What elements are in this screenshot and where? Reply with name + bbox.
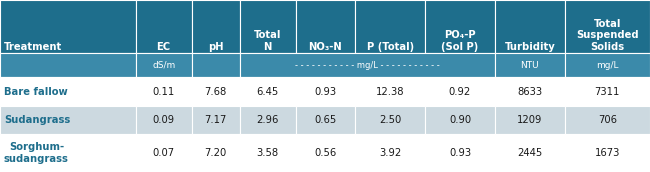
Bar (356, 0, 425, 53)
Text: Turbidity: Turbidity (504, 42, 555, 52)
Text: 1673: 1673 (595, 148, 620, 158)
Text: PO₄-P
(Sol P): PO₄-P (Sol P) (441, 30, 478, 52)
Text: 7.17: 7.17 (205, 115, 227, 125)
Bar (136, 0, 192, 53)
Bar (296, 134, 356, 172)
Text: - - - - - - - - - - - mg/L - - - - - - - - - - -: - - - - - - - - - - - mg/L - - - - - - -… (295, 61, 439, 70)
Bar (240, 53, 495, 77)
Text: NO₃-N: NO₃-N (309, 42, 343, 52)
Text: 0.93: 0.93 (449, 148, 471, 158)
Bar (240, 0, 296, 53)
Bar (425, 0, 495, 53)
Bar (0, 53, 136, 77)
Bar (136, 106, 192, 134)
Text: 2.50: 2.50 (379, 115, 401, 125)
Bar (495, 134, 565, 172)
Bar (0, 106, 136, 134)
Bar (565, 53, 650, 77)
Bar (356, 134, 425, 172)
Text: Total
N: Total N (254, 30, 281, 52)
Text: Treatment: Treatment (4, 42, 62, 52)
Text: 2445: 2445 (517, 148, 542, 158)
Text: 0.65: 0.65 (314, 115, 337, 125)
Text: 8633: 8633 (517, 87, 542, 97)
Bar (0, 134, 136, 172)
Bar (296, 77, 356, 106)
Bar (565, 106, 650, 134)
Bar (356, 77, 425, 106)
Text: Sudangrass: Sudangrass (4, 115, 70, 125)
Bar (425, 134, 495, 172)
Text: P (Total): P (Total) (367, 42, 413, 52)
Bar (296, 0, 356, 53)
Text: 0.93: 0.93 (315, 87, 337, 97)
Text: 7311: 7311 (595, 87, 620, 97)
Bar (136, 134, 192, 172)
Text: NTU: NTU (521, 61, 539, 70)
Bar (192, 53, 240, 77)
Bar (192, 0, 240, 53)
Text: EC: EC (157, 42, 171, 52)
Bar (495, 106, 565, 134)
Text: 0.90: 0.90 (449, 115, 471, 125)
Bar (565, 77, 650, 106)
Bar (425, 77, 495, 106)
Text: 0.11: 0.11 (153, 87, 175, 97)
Text: dS/m: dS/m (152, 61, 176, 70)
Text: 1209: 1209 (517, 115, 543, 125)
Bar (240, 77, 296, 106)
Text: 0.92: 0.92 (449, 87, 471, 97)
Bar (495, 53, 565, 77)
Text: 706: 706 (598, 115, 617, 125)
Text: 0.56: 0.56 (314, 148, 337, 158)
Text: 0.09: 0.09 (153, 115, 175, 125)
Bar (240, 134, 296, 172)
Text: Sorghum-
sudangrass: Sorghum- sudangrass (4, 142, 69, 164)
Text: 6.45: 6.45 (257, 87, 279, 97)
Bar (425, 106, 495, 134)
Bar (565, 0, 650, 53)
Bar (240, 106, 296, 134)
Text: Bare fallow: Bare fallow (4, 87, 68, 97)
Text: 12.38: 12.38 (376, 87, 404, 97)
Bar (0, 0, 136, 53)
Bar (495, 0, 565, 53)
Text: 7.20: 7.20 (205, 148, 227, 158)
Text: Total
Suspended
Solids: Total Suspended Solids (576, 19, 639, 52)
Text: 3.58: 3.58 (257, 148, 279, 158)
Bar (565, 134, 650, 172)
Bar (495, 77, 565, 106)
Bar (192, 106, 240, 134)
Bar (136, 53, 192, 77)
Bar (192, 77, 240, 106)
Text: 3.92: 3.92 (379, 148, 401, 158)
Text: pH: pH (208, 42, 224, 52)
Text: 7.68: 7.68 (205, 87, 227, 97)
Text: 0.07: 0.07 (153, 148, 175, 158)
Bar (136, 77, 192, 106)
Bar (0, 77, 136, 106)
Text: mg/L: mg/L (596, 61, 619, 70)
Bar (192, 134, 240, 172)
Bar (356, 106, 425, 134)
Text: 2.96: 2.96 (256, 115, 279, 125)
Bar (296, 106, 356, 134)
